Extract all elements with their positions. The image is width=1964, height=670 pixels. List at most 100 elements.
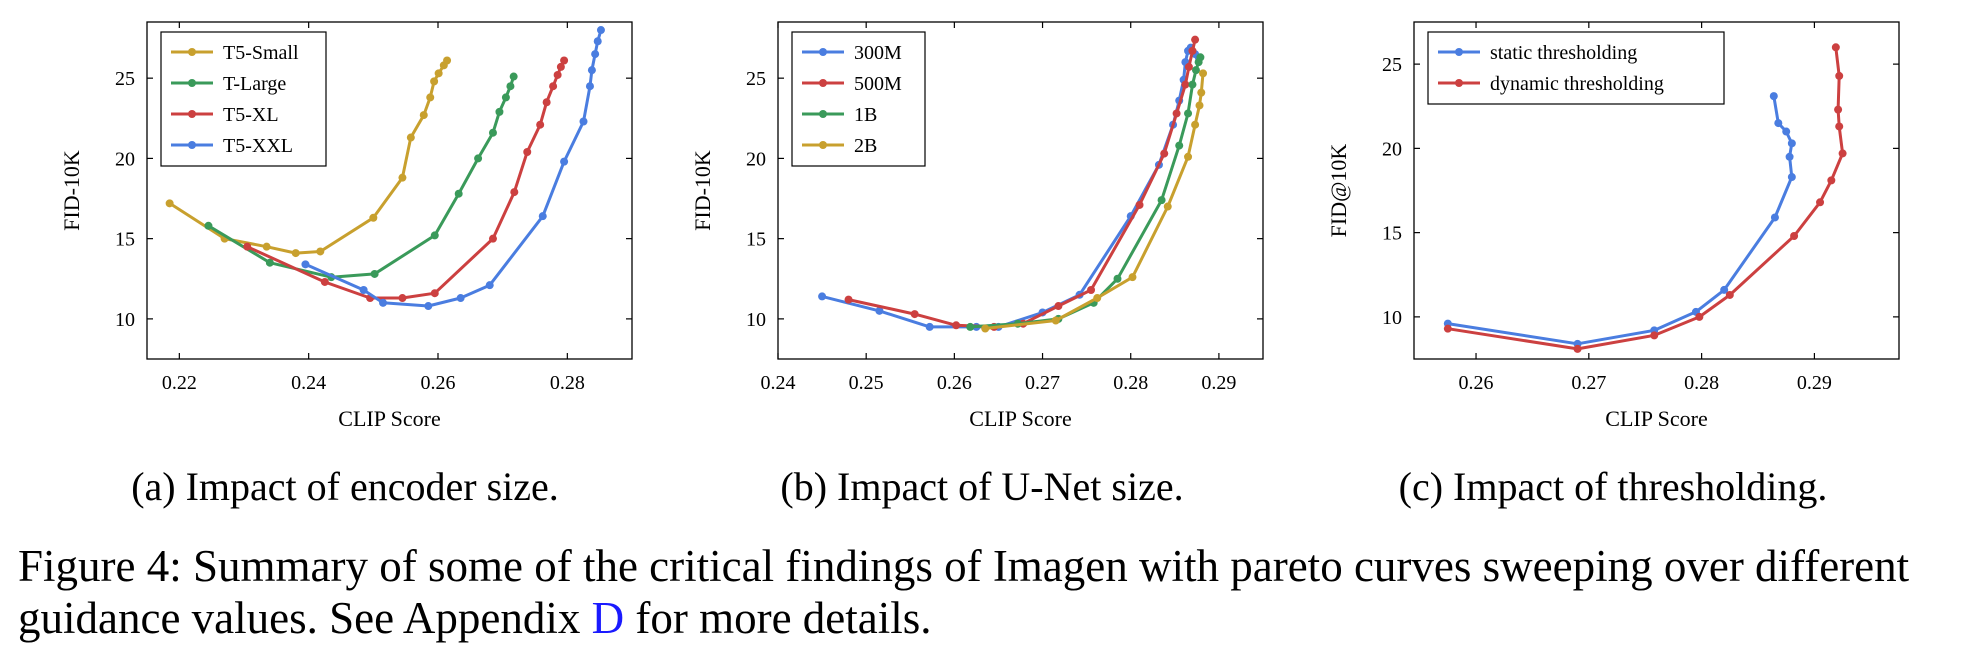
legend-swatch-marker bbox=[819, 110, 827, 118]
series-line bbox=[985, 73, 1205, 330]
data-point bbox=[1172, 109, 1181, 118]
legend-label: 2B bbox=[854, 135, 877, 157]
data-point bbox=[291, 249, 300, 258]
series-static-thresholding bbox=[1443, 92, 1796, 348]
plot-frame bbox=[146, 21, 633, 360]
data-point bbox=[1785, 152, 1794, 161]
data-point bbox=[320, 277, 329, 286]
data-point bbox=[1827, 176, 1836, 185]
legend-label: T5-XXL bbox=[223, 135, 293, 157]
x-tick-label: 0.26 bbox=[1459, 372, 1494, 394]
data-point bbox=[488, 234, 497, 243]
legend-swatch-marker bbox=[188, 48, 196, 56]
appendix-link[interactable]: D bbox=[591, 593, 625, 643]
x-tick-label: 0.26 bbox=[937, 372, 972, 394]
data-point bbox=[1160, 149, 1169, 158]
data-point bbox=[443, 56, 452, 65]
data-point bbox=[1725, 290, 1734, 299]
x-tick-label: 0.27 bbox=[1025, 372, 1060, 394]
legend-swatch-marker bbox=[819, 141, 827, 149]
data-point bbox=[262, 242, 271, 251]
data-point bbox=[406, 133, 415, 142]
y-axis-label: FID-10K bbox=[59, 150, 84, 231]
data-point bbox=[265, 258, 274, 267]
data-point bbox=[1770, 213, 1779, 222]
data-point bbox=[370, 269, 379, 278]
figure-panels: 0.22 0.24 0.26 0.28 10 15 20 25 CLIP Score FID-10… bbox=[59, 21, 1900, 509]
legend-label: 1B bbox=[854, 104, 877, 126]
data-point bbox=[556, 62, 565, 71]
legend-swatch-marker bbox=[188, 110, 196, 118]
y-tick-label: 10 bbox=[115, 309, 135, 331]
data-point bbox=[587, 66, 596, 75]
y-tick-label: 20 bbox=[1382, 138, 1402, 160]
data-point bbox=[1787, 139, 1796, 148]
data-point bbox=[1087, 285, 1096, 294]
data-point bbox=[1835, 71, 1844, 80]
data-point bbox=[474, 154, 483, 163]
data-point bbox=[981, 324, 990, 333]
data-point bbox=[426, 93, 435, 102]
data-point bbox=[456, 294, 465, 303]
data-point bbox=[1135, 200, 1144, 209]
data-point bbox=[165, 199, 174, 208]
data-point bbox=[1573, 344, 1582, 353]
data-point bbox=[542, 98, 551, 107]
y-tick-label: 25 bbox=[115, 68, 135, 90]
series-dynamic-thresholding bbox=[1443, 43, 1847, 353]
data-point bbox=[1831, 43, 1840, 52]
x-tick-label: 0.24 bbox=[291, 372, 326, 394]
data-point bbox=[1184, 62, 1193, 71]
legend-label: static thresholding bbox=[1490, 42, 1637, 64]
data-point bbox=[1113, 274, 1122, 283]
figure-caption: Figure 4: Summary of some of the critica… bbox=[18, 540, 1948, 644]
series-t5-xxl bbox=[301, 26, 605, 311]
data-point bbox=[369, 213, 378, 222]
data-point bbox=[593, 37, 602, 46]
data-point bbox=[1834, 105, 1843, 114]
y-tick-label: 10 bbox=[1382, 307, 1402, 329]
data-point bbox=[430, 289, 439, 298]
data-point bbox=[560, 56, 569, 65]
data-point bbox=[485, 281, 494, 290]
legend-label: T-Large bbox=[223, 73, 286, 95]
data-point bbox=[1191, 120, 1200, 129]
data-point bbox=[1175, 141, 1184, 150]
panel-caption: (c) Impact of thresholding. bbox=[1399, 464, 1828, 509]
figure-caption-text: Figure 4: Summary of some of the critica… bbox=[18, 541, 1910, 643]
data-point bbox=[509, 72, 518, 81]
x-tick-label: 0.25 bbox=[849, 372, 884, 394]
x-tick-label: 0.26 bbox=[421, 372, 456, 394]
data-point bbox=[1816, 198, 1825, 207]
data-point bbox=[549, 82, 558, 91]
legend: 300M 500M 1B 2B bbox=[791, 31, 926, 167]
x-tick-label: 0.28 bbox=[1684, 372, 1719, 394]
y-tick-label: 25 bbox=[1382, 54, 1402, 76]
legend-swatch-marker bbox=[188, 141, 196, 149]
data-point bbox=[1774, 119, 1783, 128]
data-point bbox=[952, 321, 961, 330]
series-line bbox=[1447, 95, 1794, 346]
data-point bbox=[1199, 69, 1208, 78]
legend-swatch-marker bbox=[1455, 48, 1463, 56]
series-t5-small bbox=[165, 56, 452, 258]
data-point bbox=[1782, 127, 1791, 136]
legend-label: T5-XL bbox=[223, 104, 279, 126]
y-tick-label: 15 bbox=[115, 229, 135, 251]
data-point bbox=[1093, 294, 1102, 303]
data-point bbox=[430, 77, 439, 86]
data-point bbox=[579, 117, 588, 126]
data-point bbox=[1695, 312, 1704, 321]
data-point bbox=[910, 310, 919, 319]
data-point bbox=[966, 322, 975, 331]
x-axis-label: CLIP Score bbox=[969, 406, 1071, 431]
legend-label: dynamic thresholding bbox=[1490, 73, 1664, 95]
data-point bbox=[1650, 331, 1659, 340]
y-tick-label: 10 bbox=[746, 309, 766, 331]
x-tick-label: 0.28 bbox=[550, 372, 585, 394]
data-point bbox=[1443, 324, 1452, 333]
data-point bbox=[510, 188, 519, 197]
data-point bbox=[1195, 101, 1204, 110]
legend-label: 500M bbox=[854, 73, 902, 95]
y-tick-label: 15 bbox=[746, 229, 766, 251]
